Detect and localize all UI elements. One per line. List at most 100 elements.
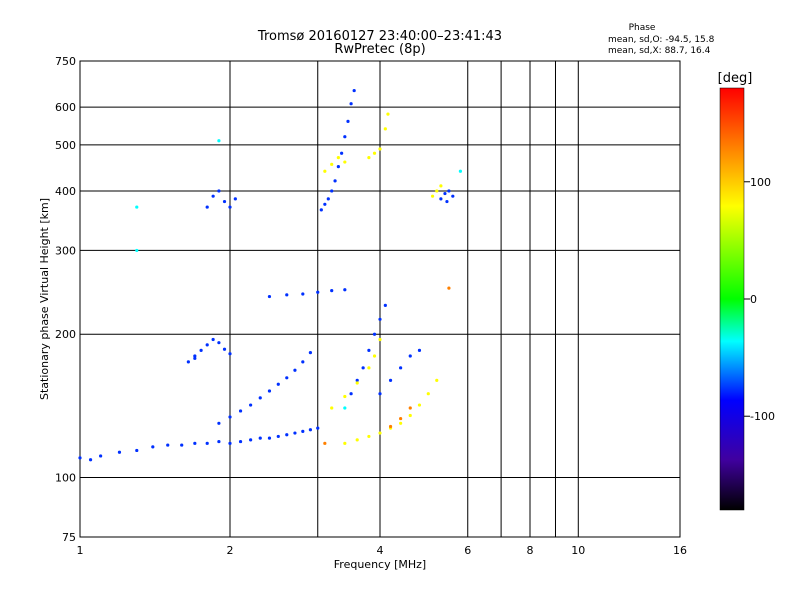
data-point [443,191,447,196]
data-point [323,441,327,445]
data-point [346,119,350,123]
data-point [408,406,412,410]
y-tick-label: 75 [62,531,76,544]
data-point [258,396,262,400]
x-tick-label: 10 [571,544,585,557]
data-point [276,434,280,439]
data-point [372,151,377,155]
data-point [323,202,327,206]
y-tick-label: 100 [55,472,76,485]
data-point [205,343,209,347]
data-point [217,139,221,143]
data-point [135,205,139,209]
data-point [249,403,253,407]
data-point [78,456,82,460]
data-point [378,317,382,321]
data-point [199,348,203,352]
data-point [372,332,377,336]
data-point [117,450,122,454]
x-tick-label: 8 [527,544,534,557]
data-point [135,448,139,453]
data-point [316,426,320,430]
x-tick-label: 2 [227,544,234,557]
data-point [228,441,232,445]
data-point [355,381,359,385]
data-point [293,368,297,372]
colorbar-tick-label: 100 [750,176,771,189]
data-point [445,199,449,204]
data-point [349,102,353,106]
data-point [343,160,347,164]
plot-frame [79,60,681,538]
data-point [285,376,289,380]
data-point [399,366,403,370]
data-point [330,189,334,193]
y-tick-label: 600 [55,101,76,114]
colorbar [719,87,745,511]
x-tick-label: 16 [673,544,687,557]
data-point [193,356,197,360]
data-point [349,392,353,396]
data-point [267,294,272,299]
data-point [343,288,347,292]
data-point [451,194,455,198]
data-point [186,360,190,364]
y-tick-label: 400 [55,185,76,198]
data-point [399,421,403,425]
data-point [193,354,197,358]
data-point [388,424,393,429]
data-point [367,366,371,370]
data-point [343,406,347,410]
data-point [308,428,313,432]
data-point [439,197,443,201]
data-point [417,348,422,352]
x-tick-label: 6 [464,544,471,557]
data-point [330,406,334,410]
data-point [217,341,221,345]
chart-subtitle: RwPretec (8p) [334,42,425,57]
data-point [330,162,334,166]
data-point [447,286,451,290]
data-point [316,290,320,294]
data-point [408,413,412,418]
data-point [340,151,344,155]
data-point [399,416,403,421]
y-tick-label: 200 [55,328,76,341]
chart-title: Tromsø 20160127 23:40:00–23:41:43 [257,29,502,44]
data-points [78,88,463,462]
data-point [408,354,412,358]
data-point [276,382,280,386]
axis-ticks: 1 2 4 6 8 10 16 75 100 200 300 400 500 600 750 [55,55,687,557]
data-point [267,389,272,393]
data-point [343,135,347,139]
data-point [238,439,243,444]
data-point [258,436,262,440]
data-point [180,443,184,447]
colorbar-ticks: 100 0 -100 [744,176,775,423]
data-point [343,394,347,399]
x-tick-label: 1 [77,544,84,557]
data-point [228,205,232,209]
data-point [193,441,197,445]
data-point [99,454,103,458]
data-point [386,112,390,116]
y-axis-label: Stationary phase Virtual Height [km] [38,198,51,400]
data-point [333,179,337,183]
data-point [367,156,371,160]
data-point [205,441,209,445]
data-point [343,441,347,445]
data-point [308,351,313,355]
data-point [211,194,215,198]
data-point [336,165,340,169]
data-point [352,88,356,93]
data-point [293,431,297,435]
y-tick-label: 300 [55,244,76,257]
data-point [367,434,371,439]
data-point [435,378,439,382]
data-point [222,347,227,351]
data-point [88,458,93,462]
y-tick-label: 500 [55,139,76,152]
data-point [426,392,430,396]
data-point [319,208,323,212]
